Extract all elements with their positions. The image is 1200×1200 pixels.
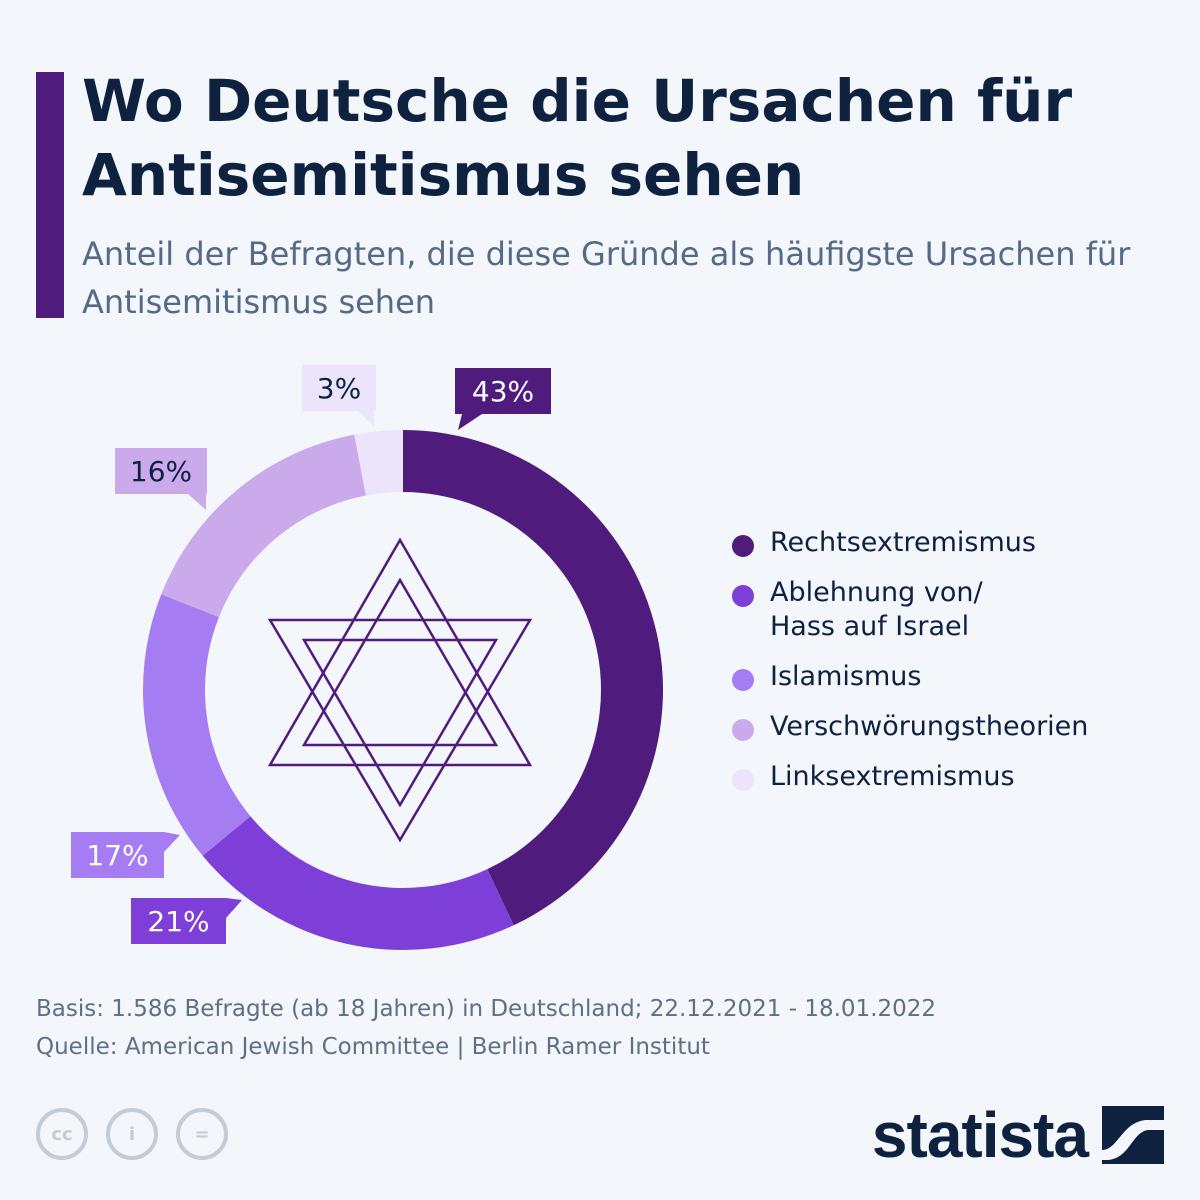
chart-title: Wo Deutsche die Ursachen für Antisemitis…	[82, 67, 1073, 209]
data-label-0: 43%	[455, 368, 551, 430]
slice-verschwörungstheorien	[161, 434, 366, 618]
data-label-text: 43%	[472, 375, 534, 408]
data-label-box	[115, 448, 207, 494]
data-label-pointer	[358, 411, 374, 426]
footer: Basis: 1.586 Befragte (ab 18 Jahren) in …	[36, 990, 1166, 1066]
slice-rechtsextremismus	[403, 430, 663, 926]
legend-label: Linksextremismus	[770, 761, 1015, 792]
statista-logo-icon	[1102, 1106, 1164, 1164]
data-label-3: 16%	[115, 448, 207, 510]
title-accent-bar	[36, 72, 64, 318]
data-label-2: 17%	[71, 832, 180, 878]
data-label-pointer	[226, 898, 242, 918]
legend-label: Ablehnung von/ Hass auf Israel	[770, 577, 983, 642]
cc-icon[interactable]: cc	[36, 1108, 88, 1160]
brand-name: statista	[871, 1099, 1089, 1171]
basis-note: Basis: 1.586 Befragte (ab 18 Jahren) in …	[36, 996, 937, 1022]
legend-dot-icon	[732, 585, 754, 607]
slice-linksextremismus	[354, 430, 403, 496]
data-label-pointer	[458, 414, 482, 430]
no-derivatives-icon[interactable]: =	[176, 1108, 228, 1160]
chart-subtitle: Anteil der Befragten, die diese Gründe a…	[82, 235, 1131, 321]
slice-islamismus	[143, 594, 251, 856]
legend: Rechtsextremismus Ablehnung von/ Hass auf…	[732, 526, 1172, 810]
data-label-pointer	[164, 832, 180, 852]
legend-label: Islamismus	[770, 661, 922, 692]
legend-item: Rechtsextremismus	[732, 526, 1172, 560]
data-label-text: 21%	[147, 905, 209, 938]
slice-ablehnung-von-hass-auf-israel	[202, 816, 514, 950]
legend-dot-icon	[732, 769, 754, 791]
data-label-text: 16%	[130, 455, 192, 488]
data-label-box	[302, 365, 376, 411]
license-icons: cc i =	[36, 1108, 228, 1160]
data-label-1: 21%	[131, 898, 242, 944]
legend-dot-icon	[732, 719, 754, 741]
source-note: Quelle: American Jewish Committee | Berl…	[36, 1034, 710, 1060]
legend-dot-icon	[732, 669, 754, 691]
legend-item: Verschwörungstheorien	[732, 710, 1172, 744]
legend-dot-icon	[732, 535, 754, 557]
legend-item: Ablehnung von/ Hass auf Israel	[732, 576, 1172, 644]
data-label-box	[455, 368, 551, 414]
legend-item: Linksextremismus	[732, 760, 1172, 794]
data-label-pointer	[188, 494, 206, 510]
legend-item: Islamismus	[732, 660, 1172, 694]
data-label-text: 17%	[86, 839, 148, 872]
legend-label: Rechtsextremismus	[770, 527, 1036, 558]
statista-brand[interactable]: statista	[872, 1098, 1164, 1172]
attribution-icon[interactable]: i	[106, 1108, 158, 1160]
data-label-text: 3%	[317, 372, 361, 405]
legend-label: Verschwörungstheorien	[770, 711, 1089, 742]
data-label-4: 3%	[302, 365, 376, 426]
data-label-box	[131, 898, 226, 944]
data-label-box	[71, 832, 164, 878]
star-of-david-icon	[267, 537, 533, 843]
